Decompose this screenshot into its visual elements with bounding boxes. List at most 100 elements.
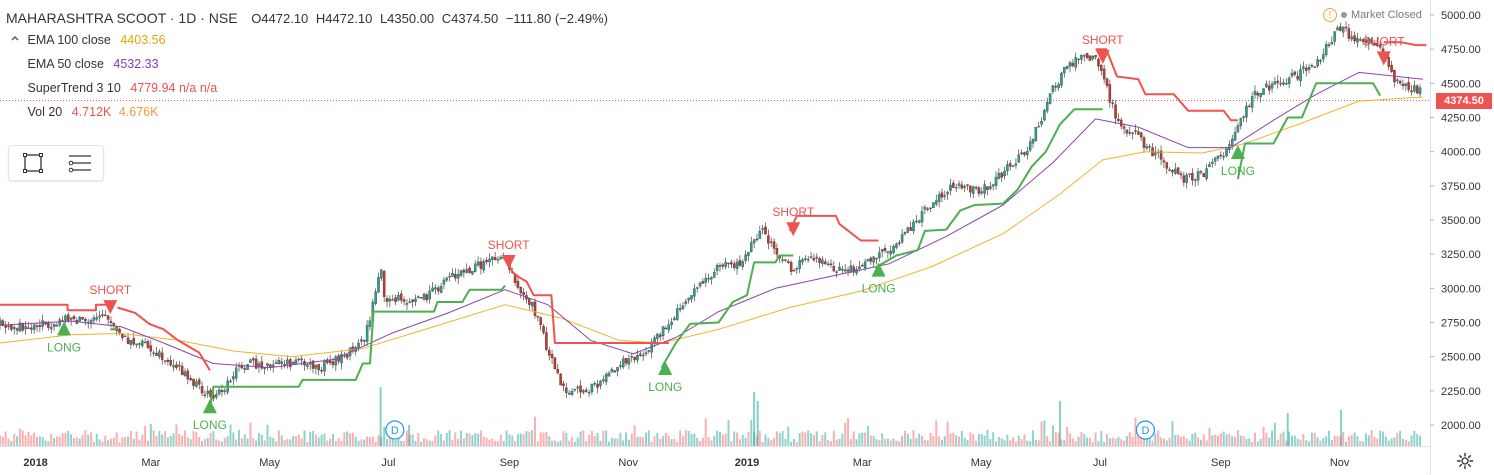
volume-bar: [1202, 434, 1205, 446]
volume-bar: [613, 438, 616, 446]
volume-bar: [1336, 436, 1339, 446]
candle-body: [1230, 138, 1234, 146]
symbol-title[interactable]: MAHARASHTRA SCOOT · 1D · NSE: [6, 10, 238, 26]
candle-body: [960, 184, 964, 189]
warning-icon[interactable]: !: [1323, 8, 1337, 22]
candle-body: [0, 319, 2, 326]
candle-body: [966, 184, 969, 186]
volume-bar: [1253, 432, 1256, 446]
candle-body: [670, 321, 673, 326]
volume-bar: [642, 437, 645, 446]
volume-bar: [516, 434, 519, 446]
candle-body: [784, 259, 787, 261]
volume-bar: [1285, 440, 1288, 446]
candle-body: [1100, 64, 1103, 71]
volume-bar: [898, 441, 901, 446]
volume-bar: [1123, 440, 1126, 446]
volume-bar: [1322, 437, 1325, 446]
indicator-row-ema100[interactable]: EMA 100 close 4403.56: [6, 28, 612, 52]
indicator-row-volume[interactable]: Vol 20 4.712K 4.676K: [6, 100, 612, 124]
candle-body: [1162, 160, 1166, 163]
candle-body: [385, 298, 389, 302]
candle-body: [750, 242, 753, 252]
candle-body: [18, 322, 22, 332]
volume-bar: [539, 432, 542, 446]
volume-bar: [297, 434, 300, 446]
candle-body: [690, 295, 693, 300]
candle-body: [200, 386, 204, 394]
volume-bar: [716, 430, 719, 446]
volume-bar: [775, 431, 778, 446]
candle-body: [1398, 80, 1402, 84]
volume-bar: [955, 435, 958, 446]
indicator-row-ema50[interactable]: EMA 50 close 4532.33: [6, 52, 612, 76]
volume-bar: [1231, 436, 1234, 446]
candle-body: [912, 221, 915, 232]
candle-body: [1285, 83, 1288, 85]
candle-body: [52, 324, 56, 327]
volume-bar: [522, 434, 525, 446]
candle-body: [382, 271, 386, 297]
volume-bar: [505, 430, 508, 446]
volume-bar: [81, 434, 84, 446]
volume-bar: [457, 439, 460, 446]
candle-body: [861, 264, 864, 267]
settings-button[interactable]: [1456, 452, 1474, 470]
candle-body: [1390, 64, 1393, 72]
indicator-row-supertrend[interactable]: SuperTrend 3 10 4779.94 n/a n/a: [6, 76, 612, 100]
y-tick-label: 4000.00: [1441, 147, 1481, 159]
volume-bar: [417, 433, 420, 446]
candle-body: [143, 341, 147, 344]
candle-body: [900, 234, 904, 243]
volume-bar: [1347, 436, 1350, 446]
volume-bar: [491, 438, 494, 446]
volume-bar: [773, 437, 776, 446]
candle-body: [132, 337, 136, 345]
candle-body: [1054, 85, 1058, 88]
candle-body: [1017, 154, 1021, 163]
volume-bar: [1074, 441, 1077, 446]
volume-bar: [198, 436, 201, 446]
volume-bar: [374, 441, 377, 446]
candle-body: [1327, 44, 1331, 46]
candle-body: [203, 394, 207, 396]
candle-body: [1048, 93, 1052, 104]
volume-bar: [1160, 437, 1163, 446]
candle-body: [565, 387, 568, 393]
x-tick-label: May: [259, 457, 280, 469]
volume-bar: [787, 426, 790, 446]
volume-bar: [872, 435, 875, 446]
volume-bar: [400, 440, 403, 446]
candle-body: [775, 248, 779, 255]
volume-bar: [1071, 438, 1074, 446]
volume-bar: [411, 434, 414, 446]
candle-body: [1319, 60, 1322, 62]
candle-body: [297, 358, 301, 361]
candle-body: [277, 360, 281, 365]
candle-body: [559, 373, 562, 386]
short-signal-label: SHORT: [89, 283, 131, 297]
candle-body: [141, 340, 144, 346]
candle-body: [1370, 39, 1373, 43]
candle-body: [1367, 38, 1371, 45]
candle-body: [1259, 92, 1262, 98]
rectangle-tool-icon: [22, 153, 43, 173]
market-status[interactable]: ! Market Closed: [1323, 8, 1422, 22]
volume-bar: [161, 434, 164, 446]
rectangle-tool-button[interactable]: [17, 149, 49, 177]
candle-body: [84, 318, 87, 322]
volume-bar: [351, 432, 354, 446]
candle-body: [772, 241, 776, 249]
candle-body: [1273, 81, 1277, 85]
candle-body: [121, 334, 124, 338]
chevron-collapse-icon[interactable]: [6, 28, 24, 52]
volume-bar: [972, 434, 975, 446]
volume-bar: [349, 433, 352, 446]
volume-bar: [1032, 430, 1035, 446]
candle-body: [550, 353, 554, 359]
candle-body: [146, 340, 150, 348]
lines-tool-button[interactable]: [64, 149, 96, 177]
volume-bar: [1137, 431, 1140, 446]
volume-bar: [95, 433, 98, 446]
